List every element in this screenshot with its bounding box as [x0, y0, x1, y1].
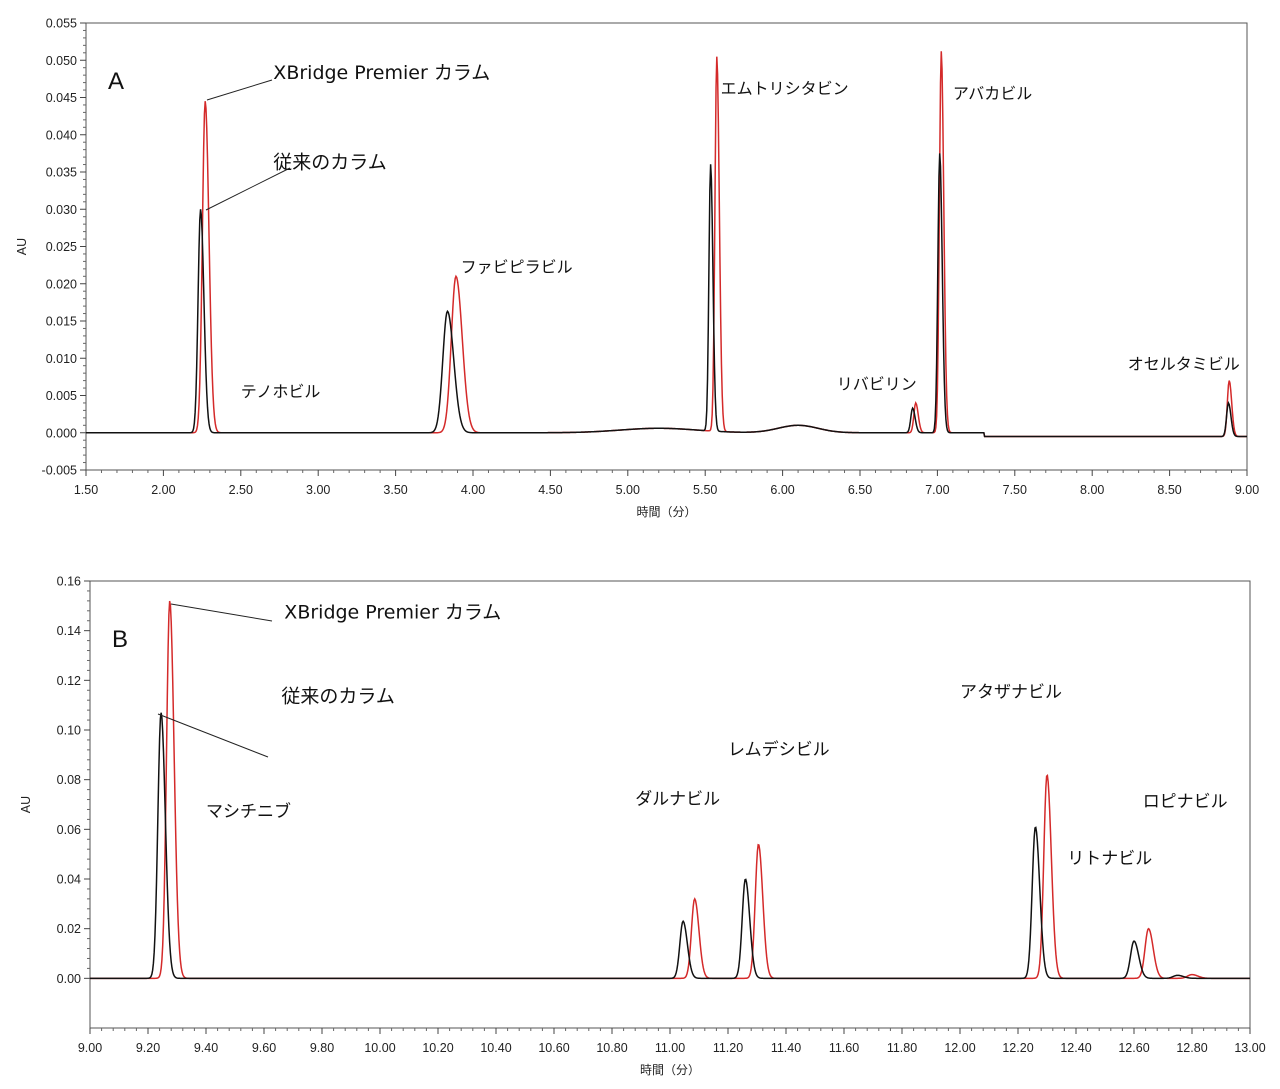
x-tick-label: 5.50 — [693, 483, 717, 497]
y-tick-label: -0.005 — [42, 464, 77, 478]
peak-label: オセルタミビル — [1128, 354, 1240, 373]
callout-label: XBridge Premier カラム — [273, 62, 490, 84]
x-tick-label: 1.50 — [74, 483, 98, 497]
series-line-conventional — [86, 153, 1247, 438]
callout-leader-line — [157, 713, 269, 758]
y-tick-label: 0.010 — [46, 352, 77, 366]
x-tick-label: 13.00 — [1234, 1041, 1265, 1055]
x-tick-label: 11.40 — [771, 1041, 801, 1055]
peak-label: テノホビル — [241, 382, 321, 401]
plot-frame — [85, 22, 1248, 471]
x-tick-label: 12.60 — [1118, 1041, 1149, 1055]
y-tick-label: 0.040 — [46, 128, 77, 142]
callout-label: 従来のカラム — [273, 151, 386, 173]
x-tick-label: 12.00 — [944, 1041, 975, 1055]
series-line-xbridge — [86, 51, 1247, 438]
panel-label: A — [108, 68, 124, 95]
y-tick-label: 0.06 — [57, 823, 81, 837]
x-tick-label: 2.50 — [229, 483, 253, 497]
x-tick-label: 9.20 — [136, 1041, 160, 1055]
y-tick-label: 0.14 — [57, 624, 81, 638]
peak-label: アタザナビル — [960, 683, 1062, 703]
x-tick-label: 10.00 — [364, 1041, 395, 1055]
x-tick-label: 6.50 — [848, 483, 872, 497]
panel-b: 9.00 9.20 9.40 9.60 9.80 10.00 10.20 10.40 10.60… — [19, 575, 1266, 1078]
callout-leader-line — [170, 603, 273, 622]
x-tick-label: 8.00 — [1080, 483, 1104, 497]
callout-label: XBridge Premier カラム — [284, 601, 501, 623]
x-tick-label: 9.80 — [310, 1041, 334, 1055]
callout-leader-line — [205, 167, 291, 211]
peak-label: レムデシビル — [728, 739, 830, 760]
panel-a: 1.50 2.00 2.50 3.00 3.50 4.00 4.50 5.00 5.50 6.00… — [15, 17, 1259, 520]
y-tick-label: 0.16 — [57, 575, 81, 589]
series-line-conventional — [90, 712, 1250, 980]
x-tick-label: 5.00 — [616, 483, 640, 497]
y-tick-label: 0.04 — [57, 873, 81, 887]
x-tick-label: 7.00 — [925, 483, 949, 497]
x-tick-label: 10.20 — [422, 1041, 453, 1055]
peak-label: ロピナビル — [1143, 792, 1228, 812]
y-axis-label: AU — [19, 796, 33, 813]
y-tick-label: 0.00 — [57, 972, 81, 986]
y-tick-label: 0.045 — [46, 91, 77, 105]
x-tick-label: 10.60 — [538, 1041, 569, 1055]
y-tick-label: 0.025 — [46, 240, 77, 254]
x-tick-label: 4.00 — [461, 483, 485, 497]
panel-label: B — [112, 626, 128, 653]
x-tick-label: 10.80 — [596, 1041, 627, 1055]
x-tick-label: 12.40 — [1060, 1041, 1091, 1055]
y-tick-label: 0.005 — [46, 389, 77, 403]
x-axis-label: 時間（分） — [636, 505, 696, 519]
x-tick-label: 8.50 — [1157, 483, 1181, 497]
peak-label: アバカビル — [953, 84, 1032, 103]
x-tick-label: 9.00 — [1235, 483, 1259, 497]
x-tick-label: 9.60 — [252, 1041, 276, 1055]
x-tick-label: 9.00 — [78, 1041, 102, 1055]
callout-leader-line — [206, 79, 273, 101]
peak-label: リバビリン — [837, 375, 917, 394]
x-tick-label: 11.60 — [829, 1041, 859, 1055]
y-tick-label: 0.020 — [46, 277, 77, 291]
y-axis-label: AU — [15, 238, 29, 255]
x-tick-label: 10.40 — [480, 1041, 511, 1055]
x-tick-label: 12.80 — [1176, 1041, 1207, 1055]
x-tick-label: 3.00 — [306, 483, 330, 497]
x-tick-label: 11.20 — [713, 1041, 743, 1055]
y-tick-label: 0.050 — [46, 54, 77, 68]
peak-label: ダルナビル — [635, 790, 720, 810]
x-tick-label: 7.50 — [1003, 483, 1027, 497]
peak-label: ファビピラビル — [461, 258, 573, 277]
y-tick-label: 0.055 — [46, 17, 77, 31]
y-tick-label: 0.015 — [46, 315, 77, 329]
x-tick-label: 11.00 — [655, 1041, 685, 1055]
y-tick-label: 0.035 — [46, 166, 77, 180]
x-tick-label: 12.20 — [1002, 1041, 1033, 1055]
x-tick-label: 11.80 — [887, 1041, 917, 1055]
callout-label: 従来のカラム — [281, 686, 394, 708]
y-tick-label: 0.000 — [46, 426, 77, 440]
peak-label: エムトリシタビン — [721, 79, 849, 98]
x-tick-label: 4.50 — [538, 483, 562, 497]
peak-label: リトナビル — [1067, 849, 1152, 869]
x-tick-label: 3.50 — [383, 483, 407, 497]
x-tick-label: 9.40 — [194, 1041, 218, 1055]
y-tick-label: 0.02 — [57, 922, 81, 936]
y-tick-label: 0.12 — [57, 674, 81, 688]
x-tick-label: 6.00 — [770, 483, 794, 497]
x-axis-label: 時間（分） — [640, 1063, 700, 1077]
y-tick-label: 0.030 — [46, 203, 77, 217]
y-tick-label: 0.10 — [57, 724, 81, 738]
y-tick-label: 0.08 — [57, 773, 81, 787]
x-tick-label: 2.00 — [151, 483, 175, 497]
peak-label: マシチニブ — [206, 801, 291, 822]
